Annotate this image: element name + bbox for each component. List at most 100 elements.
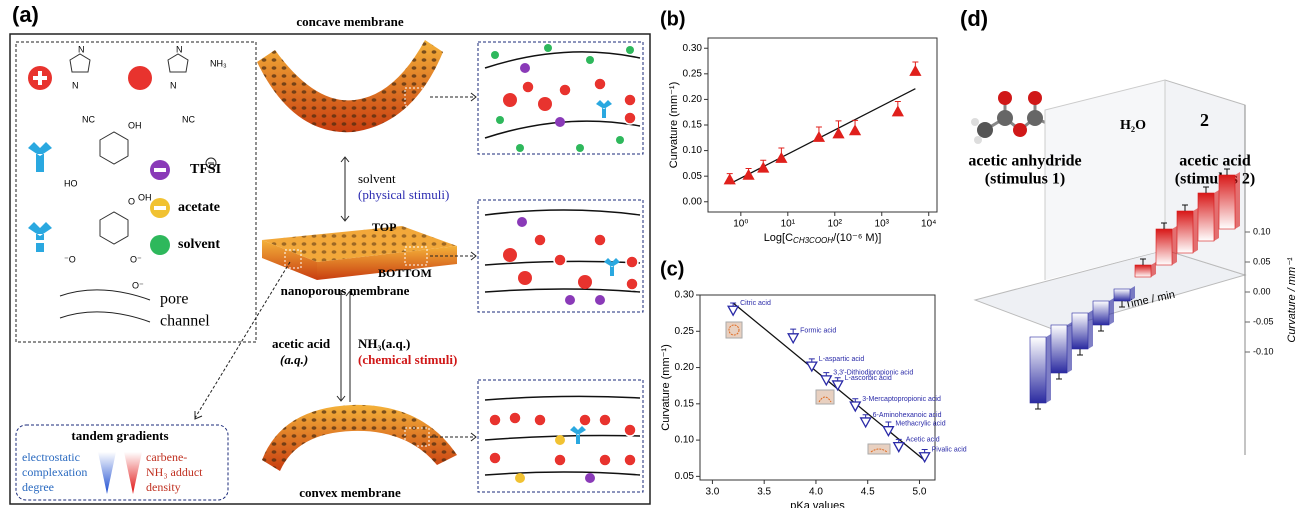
x-tick-label: 4.5 [861, 487, 875, 498]
chem-label: ⁻O [64, 254, 76, 264]
error-cap [1098, 325, 1104, 332]
data-point [909, 64, 922, 76]
y-tick-label: 0.20 [683, 94, 703, 105]
x-tick-label: 3.5 [757, 487, 771, 498]
bar [1113, 288, 1131, 302]
y-tick-label: -0.10 [1253, 346, 1274, 356]
x-tick-label: 5.0 [913, 487, 927, 498]
chem-label: O⁻ [132, 280, 144, 290]
y-tick-label: 0.10 [683, 145, 703, 156]
stimulus-label: acetic acid [272, 336, 331, 351]
bar-side [1088, 310, 1093, 349]
point-label: Citric acid [740, 300, 771, 307]
error-cap [1224, 168, 1230, 175]
point-label: 3,3'-Dithiodipropionic acid [833, 370, 913, 377]
point-label: Acetic acid [906, 436, 940, 443]
y-axis-label: Curvature (mm⁻¹) [660, 344, 672, 430]
fit-line [729, 88, 916, 185]
legend-text: channel [160, 313, 210, 330]
y-tick-label: 0.05 [683, 171, 703, 182]
panel-label: (d) [960, 6, 988, 31]
bar [1071, 312, 1089, 350]
surface-label: BOTTOM [378, 266, 432, 280]
gradient-label: carbene- [146, 450, 187, 464]
x-tick-label: 10¹ [781, 219, 796, 230]
bar-side [1046, 334, 1051, 403]
data-point [727, 305, 740, 317]
x-axis-label-part: pKa values [790, 500, 845, 508]
plot-frame [699, 294, 936, 481]
x-tick-label: 10⁴ [921, 219, 936, 230]
data-point [787, 333, 800, 345]
error-cap [1035, 403, 1041, 410]
bar [1134, 264, 1152, 278]
reagent: H₂O [1120, 118, 1146, 133]
x-axis-label: pKa values [790, 500, 845, 508]
data-point [832, 127, 845, 139]
fit-line [732, 302, 926, 461]
panel-frame [9, 33, 651, 505]
chem-label: OH [138, 192, 152, 202]
y-tick-label: -0.05 [1253, 316, 1274, 326]
error-cap [1056, 373, 1062, 380]
arrows [194, 92, 477, 442]
tandem-box [15, 424, 229, 501]
compound-name: acetic anhydride [968, 153, 1081, 170]
bar [1092, 300, 1110, 326]
x-tick-label: 4.0 [809, 487, 823, 498]
y-tick-label: 0.10 [1253, 226, 1271, 236]
data-point [848, 124, 862, 136]
x-tick-label: 3.0 [705, 487, 719, 498]
y-tick-label: 0.05 [675, 471, 695, 482]
bar [1155, 228, 1173, 266]
box-title: tandem gradients [71, 428, 168, 443]
chem-label: N [176, 44, 183, 54]
legend-text: acetate [178, 200, 220, 215]
legend-text: solvent [178, 237, 220, 252]
bar [1176, 210, 1194, 254]
chem-label: NC [82, 114, 95, 124]
chem-label: O⁻ [130, 254, 142, 264]
membrane-label: nanoporous membrane [281, 283, 410, 298]
bar-side [1193, 208, 1198, 253]
y-axis-label: Curvature (mm⁻¹) [668, 82, 680, 168]
gradient-label: NH₃ adduct [146, 465, 203, 479]
bar [1050, 324, 1068, 374]
membrane-label: concave membrane [296, 14, 403, 29]
y-tick-label: 0.00 [1253, 286, 1271, 296]
membranes [257, 40, 457, 471]
point-label: 3-Mercaptopropionic acid [862, 396, 941, 403]
surface-label: TOP [372, 220, 396, 234]
y-tick-label: 0.05 [1253, 256, 1271, 266]
y-tick-label: 0.25 [683, 68, 703, 79]
compound-note: (stimulus 1) [985, 171, 1065, 188]
data-point [812, 130, 826, 142]
plot-frame [707, 37, 938, 213]
panel-label: (c) [660, 258, 684, 280]
bar [1197, 192, 1215, 242]
chem-label: N [72, 80, 79, 90]
bar [1029, 336, 1047, 404]
panel-label: (a) [12, 2, 39, 27]
x-tick-label: 10⁰ [733, 219, 748, 230]
data-point [805, 361, 818, 373]
y-tick-label: 0.15 [683, 120, 703, 131]
membrane-label: convex membrane [299, 485, 401, 500]
point-label: Formic acid [800, 328, 836, 335]
zoom-boxes [477, 41, 644, 493]
x-axis-label-part: Log[C [764, 232, 793, 244]
error-cap [1119, 301, 1125, 308]
bar-side [1109, 298, 1114, 325]
error-cap [1077, 349, 1083, 356]
bar-side [1235, 172, 1240, 229]
gradient-red [124, 452, 142, 494]
coefficient: 2 [1200, 110, 1209, 130]
point-label: L-aspartic acid [819, 356, 865, 363]
data-point [891, 105, 904, 117]
point-label: 6-Aminohexanoic acid [873, 412, 942, 419]
y-axis-label: Curvature / mm⁻¹ [1286, 257, 1298, 343]
y-tick-label: 0.00 [683, 196, 703, 207]
y-tick-label: 0.25 [675, 326, 695, 337]
stimulus-label: (physical stimuli) [358, 187, 449, 202]
